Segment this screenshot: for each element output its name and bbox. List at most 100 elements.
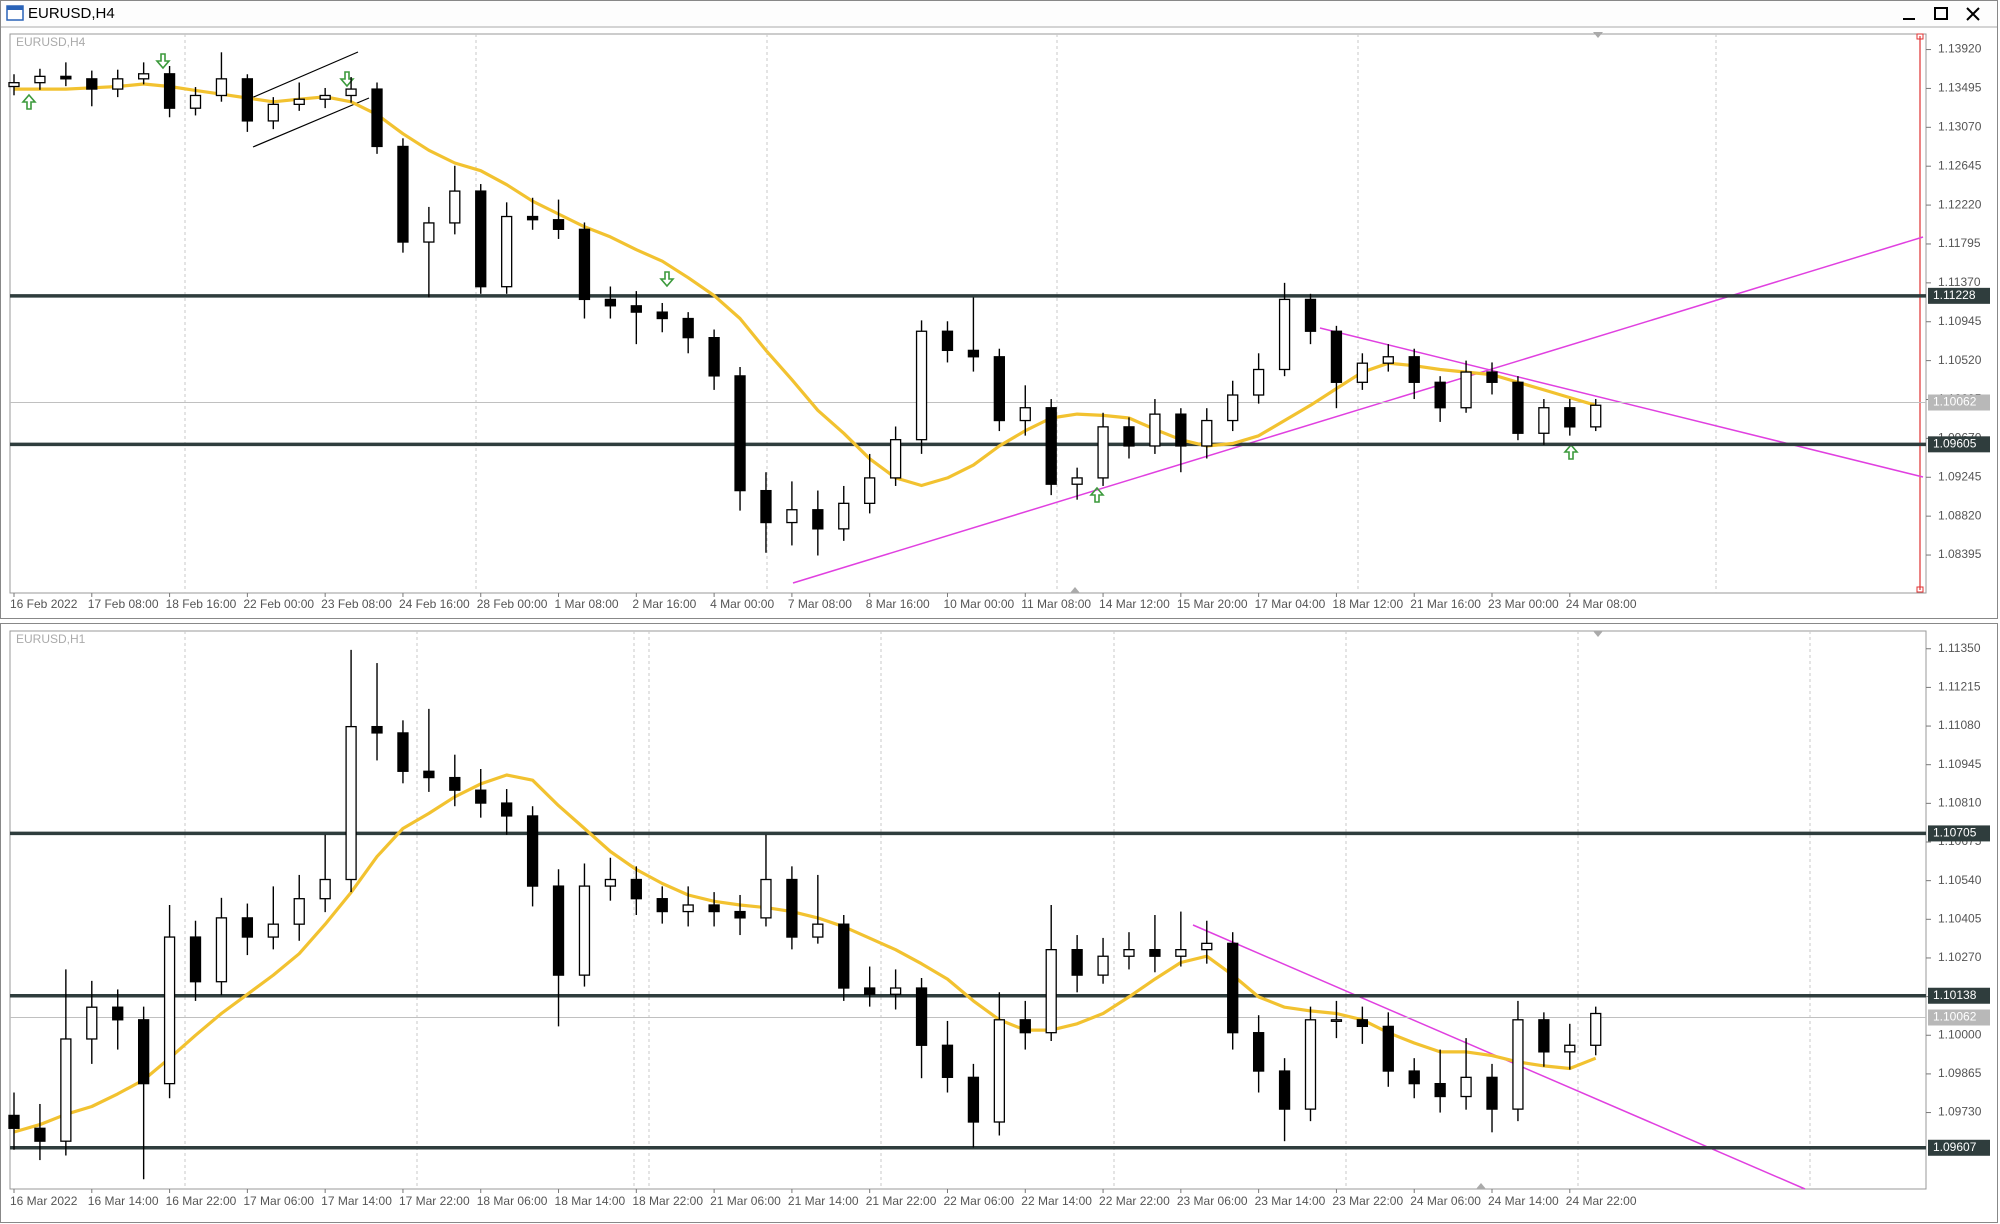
x-tick-label: 21 Mar 22:00 [866, 1194, 937, 1208]
candle-body [1201, 419, 1213, 447]
candle-body [60, 75, 72, 80]
x-tick-label: 15 Mar 20:00 [1177, 597, 1248, 611]
x-tick-label: 2 Mar 16:00 [632, 597, 696, 611]
candle-body [630, 305, 642, 313]
candle-body [1564, 1044, 1576, 1053]
x-tick-label: 16 Mar 22:00 [166, 1194, 237, 1208]
candle-body [1590, 404, 1602, 428]
channel-line[interactable] [248, 51, 359, 100]
sell-arrow[interactable] [339, 71, 355, 88]
price-tag [1928, 287, 1990, 304]
shift-marker[interactable] [1593, 32, 1603, 38]
x-tick-label: 23 Mar 00:00 [1488, 597, 1559, 611]
x-tick-label: 17 Feb 08:00 [88, 597, 159, 611]
scroll-marker[interactable] [1070, 587, 1080, 593]
candle-body [1123, 949, 1135, 957]
candle-body [423, 222, 435, 243]
candle-body [1304, 298, 1317, 332]
x-tick-label: 17 Mar 06:00 [243, 1194, 314, 1208]
buy-arrow[interactable] [21, 93, 37, 110]
x-tick-label: 11 Mar 08:00 [1021, 597, 1091, 611]
candle-body [1434, 381, 1446, 409]
y-tick-label: 1.09730 [1938, 1105, 1982, 1119]
candle-body [812, 923, 824, 938]
y-tick-label: 1.13070 [1938, 119, 1982, 133]
buy-arrow[interactable] [1089, 486, 1105, 503]
close-button[interactable] [1960, 3, 1986, 25]
price-tag [1928, 436, 1990, 453]
x-tick-label: 21 Mar 16:00 [1410, 597, 1481, 611]
candle-body [967, 349, 980, 358]
minimize-button[interactable] [1896, 3, 1922, 25]
maximize-button[interactable] [1928, 3, 1954, 25]
x-tick-label: 22 Feb 00:00 [243, 597, 314, 611]
candle-body [1149, 413, 1161, 447]
price-tag [1928, 1139, 1990, 1156]
candle-body [189, 936, 202, 983]
chart-label: EURUSD,H1 [16, 632, 86, 646]
candle-body [319, 94, 331, 100]
scroll-marker[interactable] [1476, 1183, 1486, 1189]
candle-body [604, 878, 617, 887]
candle-body [708, 904, 720, 913]
candle-body [786, 509, 798, 524]
candle-body [8, 82, 20, 88]
candle-body [526, 815, 539, 887]
x-tick-label: 21 Mar 14:00 [788, 1194, 859, 1208]
candle-body [86, 78, 98, 90]
candle-body [552, 885, 565, 976]
sell-arrow[interactable] [659, 271, 675, 288]
candle-body [1460, 371, 1472, 409]
y-tick-label: 1.11370 [1938, 275, 1981, 289]
y-tick-label: 1.08395 [1938, 547, 1982, 561]
candle-body [319, 878, 331, 900]
candle-body [1356, 1019, 1369, 1028]
candle-body [189, 94, 202, 109]
time-marker-line[interactable] [1916, 33, 1924, 593]
y-tick-label: 1.12645 [1938, 158, 1982, 172]
x-tick-label: 24 Feb 16:00 [399, 597, 470, 611]
candle-body [838, 502, 850, 530]
candle-body [1408, 1070, 1420, 1085]
x-tick-label: 18 Mar 14:00 [555, 1194, 626, 1208]
y-tick-label: 1.13495 [1938, 81, 1982, 95]
candle-body [267, 103, 279, 122]
x-tick-label: 22 Mar 06:00 [943, 1194, 1014, 1208]
buy-arrow[interactable] [1563, 443, 1579, 460]
candle-body [8, 1114, 20, 1129]
y-tick-label: 1.09245 [1938, 469, 1982, 483]
window-title: EURUSD,H4 [28, 5, 115, 22]
x-tick-label: 23 Mar 06:00 [1177, 1194, 1248, 1208]
price-tag-label: 1.10138 [1933, 988, 1977, 1002]
y-tick-label: 1.10945 [1938, 757, 1982, 771]
y-tick-label: 1.13920 [1938, 42, 1982, 56]
y-tick-label: 1.09865 [1938, 1066, 1982, 1080]
candle-body [630, 878, 642, 900]
x-tick-label: 22 Mar 14:00 [1021, 1194, 1092, 1208]
candle-body [1512, 381, 1524, 434]
candle-body [1304, 1019, 1317, 1110]
candle-body [1564, 407, 1576, 428]
x-tick-label: 17 Mar 04:00 [1255, 597, 1326, 611]
x-tick-label: 8 Mar 16:00 [866, 597, 930, 611]
sell-arrow[interactable] [155, 53, 171, 70]
x-tick-label: 16 Mar 2022 [10, 1194, 78, 1208]
channel-line[interactable] [252, 97, 370, 148]
moving-average [13, 773, 1597, 1134]
chart-window-frame [0, 0, 1998, 619]
x-tick-label: 17 Mar 22:00 [399, 1194, 470, 1208]
candle-body [552, 219, 565, 230]
candle-body [345, 725, 357, 881]
candle-body [1175, 949, 1187, 957]
x-tick-label: 23 Mar 22:00 [1332, 1194, 1403, 1208]
plot-area[interactable] [9, 33, 1927, 594]
candle-body [889, 987, 902, 995]
x-tick-label: 16 Feb 2022 [10, 597, 78, 611]
price-tag [1928, 394, 1990, 411]
shift-marker[interactable] [1593, 631, 1603, 637]
candle-body [1201, 942, 1213, 951]
candle-body [812, 509, 824, 530]
plot-area[interactable] [9, 630, 1927, 1190]
price-tag-label: 1.09607 [1933, 1140, 1977, 1154]
candle-body [423, 770, 435, 779]
